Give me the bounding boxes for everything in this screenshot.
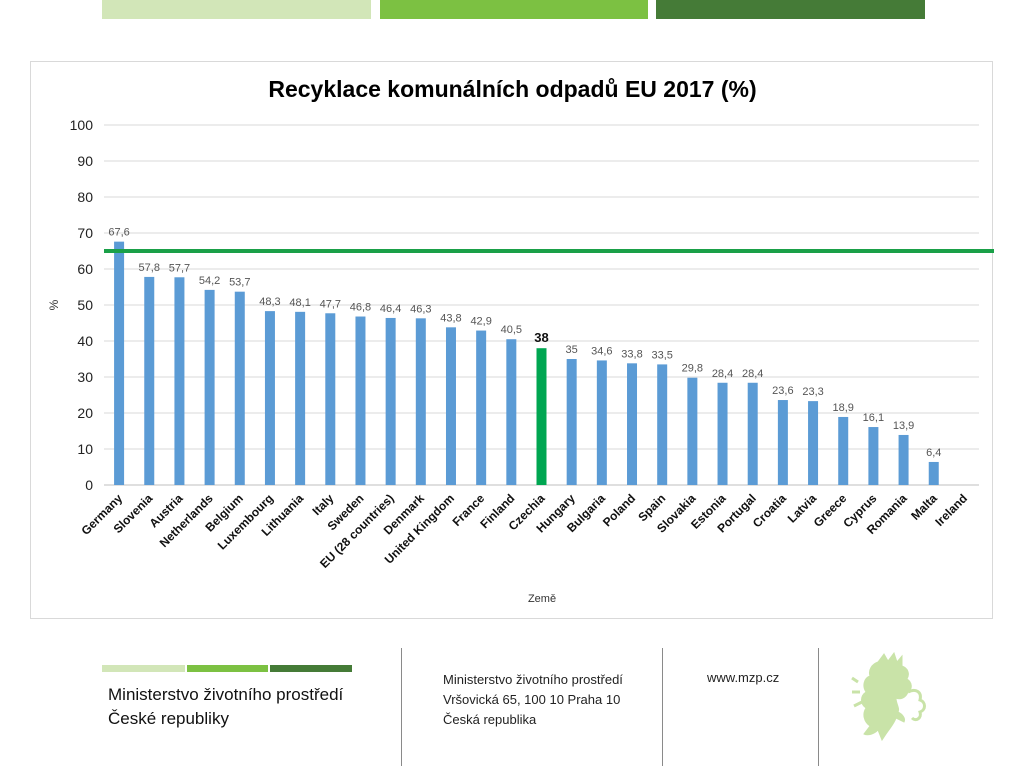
data-label: 34,6 [591, 345, 612, 357]
bar [747, 382, 758, 485]
chart-title: Recyklace komunálních odpadů EU 2017 (%) [268, 76, 757, 102]
x-tick-label: Ireland [932, 491, 970, 529]
bar [325, 313, 336, 485]
bar [657, 364, 668, 485]
y-tick-label: 90 [77, 153, 93, 169]
data-label: 46,8 [350, 302, 371, 314]
footer-divider [662, 648, 663, 766]
bar [838, 416, 849, 485]
data-label: 67,6 [108, 227, 129, 239]
organization-name: Ministerstvo životního prostředí České r… [108, 683, 343, 731]
data-label: 48,1 [289, 297, 310, 309]
x-tick-label: Croatia [750, 491, 789, 530]
data-label: 57,8 [139, 262, 160, 274]
y-tick-label: 70 [77, 225, 93, 241]
footer-line-dark [270, 665, 352, 672]
data-label: 28,4 [742, 368, 763, 380]
data-label: 13,9 [893, 420, 914, 432]
bar [687, 377, 698, 485]
bar [174, 277, 185, 485]
data-label: 23,6 [772, 385, 793, 397]
footer-address: Ministerstvo životního prostředí Vršovic… [443, 670, 623, 730]
bar [928, 461, 939, 485]
data-label: 6,4 [926, 447, 941, 459]
footer-line-mid [187, 665, 268, 672]
data-label: 43,8 [440, 312, 461, 324]
y-axis-label: % [47, 299, 61, 310]
x-tick-label: Poland [600, 491, 638, 529]
bar [536, 348, 547, 485]
data-label: 38 [534, 330, 548, 345]
data-label: 33,5 [651, 349, 672, 361]
bar [596, 360, 607, 485]
data-label: 40,5 [501, 324, 522, 336]
data-label: 57,7 [169, 262, 190, 274]
website-link[interactable]: www.mzp.cz [707, 670, 780, 685]
footer-divider [401, 648, 402, 766]
lion-emblem-icon [851, 652, 926, 742]
y-tick-label: 80 [77, 189, 93, 205]
bar [476, 330, 487, 485]
top-bar-dark [656, 0, 925, 19]
address-line2: Vršovická 65, 100 10 Praha 10 [443, 692, 621, 707]
top-bar-mid [380, 0, 648, 19]
bar [777, 400, 788, 485]
y-tick-label: 0 [85, 477, 93, 493]
x-axis-label: Země [528, 593, 556, 605]
data-label: 18,9 [833, 402, 854, 414]
bar [355, 316, 366, 485]
top-bar-light [102, 0, 371, 19]
bar [234, 291, 245, 485]
org-name-line2: České republiky [108, 709, 229, 728]
y-tick-label: 20 [77, 405, 93, 421]
bar [566, 359, 577, 485]
bar [144, 276, 155, 485]
data-label: 23,3 [802, 386, 823, 398]
bar [627, 363, 638, 485]
bar-chart: 010203040506070809010067,6Germany57,8Slo… [47, 117, 994, 605]
y-tick-label: 60 [77, 261, 93, 277]
data-label: 54,2 [199, 275, 220, 287]
bar [898, 434, 909, 485]
y-tick-label: 10 [77, 441, 93, 457]
bar [264, 311, 275, 485]
data-label: 42,9 [470, 316, 491, 328]
data-label: 28,4 [712, 368, 733, 380]
data-label: 16,1 [863, 412, 884, 424]
data-label: 46,4 [380, 303, 401, 315]
address-line1: Ministerstvo životního prostředí [443, 672, 623, 687]
footer-divider [818, 648, 819, 766]
address-line3: Česká republika [443, 712, 537, 727]
bar [506, 339, 517, 485]
bar [385, 317, 396, 485]
y-tick-label: 50 [77, 297, 93, 313]
bar [808, 401, 819, 485]
data-label: 46,3 [410, 303, 431, 315]
y-tick-label: 100 [70, 117, 94, 133]
data-label: 29,8 [682, 363, 703, 375]
bar [204, 289, 215, 485]
chart-frame: Recyklace komunálních odpadů EU 2017 (%)… [30, 61, 994, 619]
footer-line-light [102, 665, 185, 672]
bar [868, 427, 879, 485]
bar [445, 327, 456, 485]
bar [114, 241, 125, 485]
y-tick-label: 30 [77, 369, 93, 385]
data-label: 33,8 [621, 348, 642, 360]
y-tick-label: 40 [77, 333, 93, 349]
org-name-line1: Ministerstvo životního prostředí [108, 685, 344, 704]
data-label: 53,7 [229, 277, 250, 289]
bar [415, 318, 426, 485]
data-label: 47,7 [320, 298, 341, 310]
data-label: 48,3 [259, 296, 280, 308]
bar [295, 311, 306, 485]
bar [717, 382, 728, 485]
data-label: 35 [566, 344, 578, 356]
